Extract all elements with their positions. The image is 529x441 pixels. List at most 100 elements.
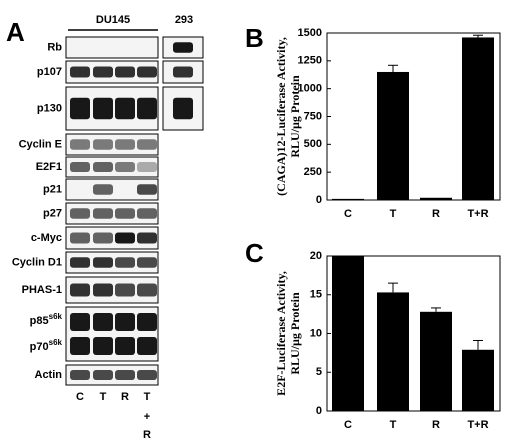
band: [70, 257, 90, 268]
x-tick-label: T: [390, 419, 397, 431]
band: [115, 66, 135, 78]
label-sup: s6k: [49, 312, 63, 321]
band: [93, 184, 113, 195]
band: [137, 162, 157, 172]
band: [115, 257, 135, 268]
label-text: p70: [30, 341, 49, 353]
x-tick-label: C: [344, 208, 352, 220]
band: [70, 162, 90, 172]
band: [93, 162, 113, 172]
y-tick-label: 5: [316, 366, 322, 378]
band: [115, 162, 135, 172]
y-tick-label: 500: [304, 138, 322, 150]
y-tick-label: 10: [310, 327, 322, 339]
lane-label: T: [144, 391, 151, 403]
blot: [65, 36, 159, 59]
band: [137, 208, 157, 219]
band: [115, 313, 135, 331]
band: [70, 66, 90, 78]
y-tick-label: 750: [304, 110, 322, 122]
blot-label: E2F1: [36, 161, 62, 173]
band: [70, 313, 90, 331]
band: [93, 232, 113, 244]
y-axis-label: E2F-Luciferase Activity,: [274, 271, 288, 396]
band: [70, 208, 90, 219]
blot-label: PHAS-1: [22, 284, 62, 296]
bar: [462, 37, 494, 200]
band: [70, 97, 90, 120]
extra-header: 293: [175, 14, 193, 26]
band: [173, 97, 193, 120]
band: [115, 97, 135, 120]
y-tick-label: 1000: [298, 83, 322, 95]
y-tick-label: 15: [310, 289, 322, 301]
bar: [377, 292, 409, 411]
band: [137, 337, 157, 355]
band: [70, 283, 90, 297]
band: [173, 66, 193, 78]
band: [137, 184, 157, 195]
x-tick-label: T+R: [467, 208, 488, 220]
group-header: DU145: [96, 14, 130, 26]
bar: [332, 198, 364, 200]
band: [70, 370, 90, 380]
x-tick-label: T: [390, 208, 397, 220]
band: [93, 257, 113, 268]
blot-label: Actin: [35, 369, 63, 381]
blot-label: p70s6k: [30, 338, 63, 353]
panel-letter: C: [245, 238, 264, 268]
bar: [332, 256, 364, 411]
y-axis-label: (CAGA)12-Luciferase Activity,: [274, 37, 288, 196]
band: [70, 139, 90, 150]
band: [137, 257, 157, 268]
x-tick-label: R: [432, 419, 440, 431]
band: [93, 97, 113, 120]
band: [115, 232, 135, 244]
blot-label: p107: [37, 66, 62, 78]
label-sup: s6k: [49, 338, 63, 347]
band: [93, 313, 113, 331]
band: [137, 232, 157, 244]
bar: [420, 197, 452, 200]
panel-letter: B: [245, 23, 264, 53]
panel-letter: A: [6, 17, 25, 47]
lane-label: T: [100, 391, 107, 403]
y-tick-label: 0: [316, 194, 322, 206]
band: [115, 283, 135, 297]
band: [93, 370, 113, 380]
band: [70, 232, 90, 244]
band: [115, 139, 135, 150]
lane-label: R: [143, 429, 151, 441]
lane-label: C: [76, 391, 84, 403]
blot-label: Rb: [47, 41, 62, 53]
lane-label: R: [121, 391, 129, 403]
band: [115, 208, 135, 219]
label-text: p85: [30, 315, 49, 327]
lane-label: +: [144, 411, 150, 423]
band: [115, 370, 135, 380]
bar: [420, 311, 452, 411]
band: [70, 337, 90, 355]
bar: [377, 71, 409, 200]
band: [173, 42, 193, 53]
y-tick-label: 20: [310, 250, 322, 262]
band: [93, 208, 113, 219]
band: [93, 337, 113, 355]
band: [137, 66, 157, 78]
blot-label: p21: [43, 183, 62, 195]
blot-label: p85s6k: [30, 312, 63, 327]
x-tick-label: T+R: [467, 419, 488, 431]
band: [137, 97, 157, 120]
blot-label: Cyclin E: [19, 138, 62, 150]
y-tick-label: 1250: [298, 55, 322, 67]
bar: [462, 349, 494, 411]
blot-label: p130: [37, 102, 62, 114]
blot-label: Cyclin D1: [12, 256, 62, 268]
y-tick-label: 1500: [298, 27, 322, 39]
band: [137, 139, 157, 150]
band: [115, 337, 135, 355]
band: [93, 283, 113, 297]
blot-label: c-Myc: [31, 232, 62, 244]
x-tick-label: C: [344, 419, 352, 431]
